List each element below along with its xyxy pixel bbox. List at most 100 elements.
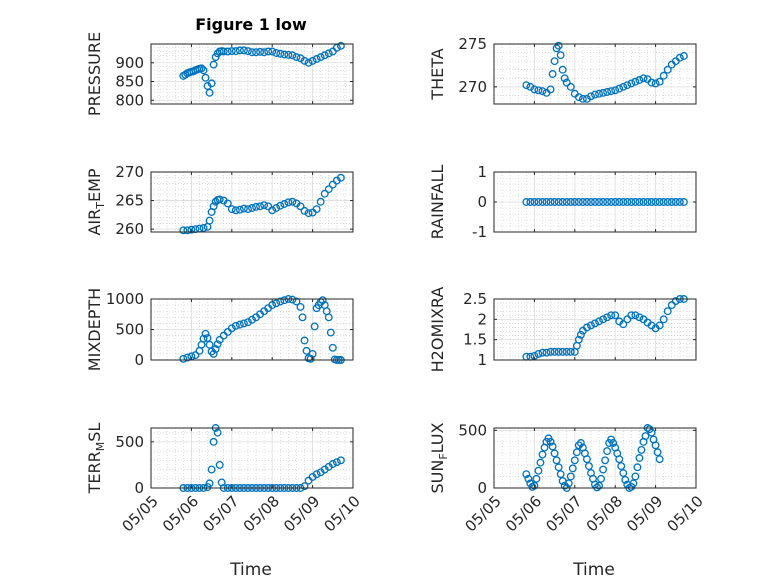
data-point	[304, 209, 313, 218]
data-point	[647, 78, 656, 87]
data-point	[552, 456, 561, 465]
data-point	[534, 466, 543, 475]
panel-1-y-axis-label: PRESSURE	[85, 32, 104, 116]
data-point	[601, 456, 610, 465]
data-point	[615, 84, 624, 93]
y-axis-label-text-end: SL	[85, 423, 104, 442]
data-point	[679, 198, 688, 206]
data-point	[328, 343, 337, 352]
data-point	[300, 206, 309, 215]
panel-7-y-tick-label: 500	[115, 433, 144, 451]
data-point	[621, 475, 630, 484]
data-point	[655, 77, 664, 86]
y-axis-label-text: RAINFALL	[428, 165, 447, 240]
data-point	[611, 86, 620, 95]
data-point	[296, 202, 305, 211]
panel-6-y-tick-label: 1	[477, 351, 487, 369]
data-point	[635, 313, 644, 322]
data-point	[264, 202, 273, 211]
data-point	[536, 458, 545, 467]
data-point	[603, 313, 612, 322]
data-point	[568, 464, 577, 473]
data-point	[627, 79, 636, 88]
panel-8-plot-area	[494, 428, 696, 488]
data-point	[260, 48, 269, 57]
data-point	[655, 455, 664, 464]
data-point	[556, 51, 565, 60]
data-point	[560, 74, 569, 83]
data-point	[244, 47, 252, 56]
data-point	[659, 71, 668, 80]
data-point	[276, 297, 285, 306]
data-point	[324, 313, 333, 322]
data-point	[667, 301, 676, 310]
data-point	[546, 437, 555, 446]
data-point	[328, 460, 337, 468]
panel-2-axes-box	[493, 43, 697, 105]
y-axis-label-text: H2OMIXRA	[428, 287, 447, 373]
panel-3-series	[179, 173, 345, 235]
data-point	[272, 299, 281, 308]
data-point	[264, 47, 273, 56]
data-point	[548, 442, 557, 451]
data-point	[276, 201, 285, 210]
data-point	[591, 90, 599, 99]
data-point	[599, 315, 608, 324]
data-point	[599, 88, 608, 97]
y-axis-label-subscript: T	[94, 202, 107, 210]
data-point	[647, 428, 656, 437]
data-point	[641, 432, 650, 441]
data-point	[304, 58, 313, 67]
data-point	[623, 198, 632, 206]
data-point	[599, 465, 608, 474]
data-point	[205, 479, 214, 488]
data-point	[659, 315, 668, 324]
data-point	[609, 439, 618, 447]
data-point	[179, 226, 188, 235]
data-point	[239, 204, 248, 213]
panel-4-y-tick-label: 0	[477, 193, 487, 211]
data-point	[244, 205, 252, 214]
panel-8-y-axis-label: SUNFLUX	[428, 422, 450, 493]
data-point	[318, 296, 327, 305]
data-point	[284, 198, 293, 207]
data-point	[530, 198, 539, 206]
panel-7-axes-box	[150, 427, 354, 489]
data-point	[522, 470, 531, 479]
data-point	[308, 56, 317, 65]
data-point	[256, 47, 265, 56]
panel-8-series	[522, 424, 664, 492]
data-point	[538, 87, 547, 96]
data-point	[239, 319, 248, 328]
data-point	[593, 483, 601, 492]
panel-4: -1 0 1 RAINFALL	[428, 163, 697, 241]
data-point	[227, 324, 236, 333]
panel-8-y-tick-label: 0	[477, 479, 487, 497]
data-point	[633, 463, 642, 472]
data-point	[574, 441, 583, 450]
data-point	[603, 88, 612, 96]
data-point	[554, 198, 563, 206]
data-point	[300, 56, 309, 65]
panel-2-y-tick-label: 275	[458, 35, 487, 53]
y-axis-label-text: SUN	[428, 460, 447, 494]
data-point	[542, 348, 551, 357]
data-point	[534, 198, 543, 206]
data-point	[248, 204, 256, 212]
data-point	[538, 450, 547, 459]
data-point	[227, 205, 236, 214]
data-point	[324, 49, 333, 58]
data-point	[582, 323, 591, 332]
data-point	[627, 198, 636, 206]
data-point	[280, 200, 289, 208]
data-point	[566, 198, 575, 206]
data-point	[550, 347, 559, 356]
figure-title: Figure 1 low	[195, 15, 307, 34]
data-point	[332, 458, 341, 467]
data-point	[219, 47, 228, 56]
data-point	[675, 198, 684, 206]
panel-7-y-tick-label: 0	[134, 479, 144, 497]
panel-6-y-tick-label: 2	[477, 310, 487, 328]
data-point	[570, 456, 579, 465]
